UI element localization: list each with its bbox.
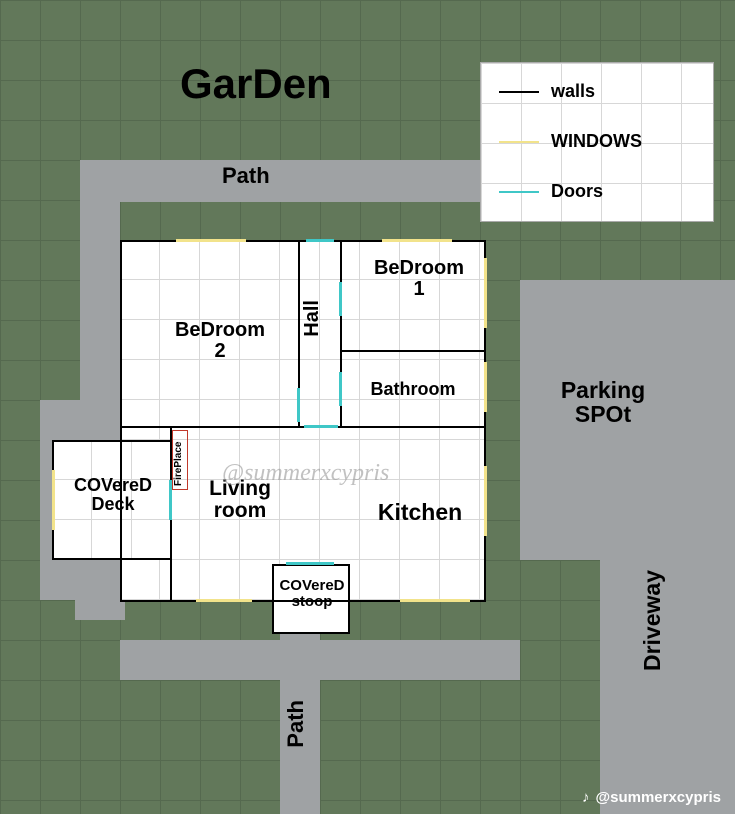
win-bed1-top — [382, 239, 452, 242]
win-bath-right — [484, 362, 487, 412]
deck-side-bot — [40, 560, 120, 600]
driveway — [600, 280, 735, 814]
lbl-driveway: Driveway — [640, 570, 664, 671]
legend-swatch-window — [499, 141, 539, 143]
legend-swatch-wallsw — [499, 91, 539, 93]
wall-bed2-bottom-gap — [218, 426, 298, 428]
door-hall-top — [306, 239, 334, 242]
lbl-kitchen: Kitchen — [360, 500, 480, 524]
lbl-stoop: COVereDstoop — [272, 578, 352, 610]
path-top-hz — [80, 160, 486, 202]
lbl-hall: Hall — [302, 300, 323, 337]
watermark: @summerxcypris — [222, 460, 389, 487]
win-kit-right — [484, 466, 487, 536]
win-kit-bot — [400, 599, 470, 602]
lbl-bath: Bathroom — [348, 380, 478, 399]
wall — [52, 440, 172, 442]
legend-row-window: WINDOWS — [499, 131, 642, 152]
legend-label: walls — [551, 81, 595, 102]
wall — [120, 240, 122, 602]
wall — [272, 632, 350, 634]
wall-mid-hz — [120, 426, 486, 428]
legend-label: WINDOWS — [551, 131, 642, 152]
door-bath — [339, 372, 342, 406]
wall — [52, 558, 172, 560]
door-bed2 — [297, 388, 300, 422]
legend-row-door: Doors — [499, 181, 603, 202]
win-liv-bot — [196, 599, 252, 602]
legend-row-wallsw: walls — [499, 81, 595, 102]
fireplace-label: FirePlace — [173, 432, 184, 486]
deck-side-top — [40, 400, 120, 440]
lbl-parking: ParkingSPOt — [538, 378, 668, 426]
tiktok-handle: ♪ @summerxcypris — [582, 789, 721, 806]
win-deck-front — [52, 470, 55, 530]
legend-box: walls WINDOWS Doors — [480, 62, 714, 222]
win-bed2-top — [176, 239, 246, 242]
wall-bed1-bath — [340, 350, 486, 352]
tiktok-username: @summerxcypris — [595, 789, 721, 806]
deck-stairs — [75, 600, 125, 620]
path-top-vt-l — [80, 200, 120, 400]
door-hall-liv — [304, 425, 338, 428]
lbl-bed2: BeDroom2 — [160, 320, 280, 362]
garden-title: GarDen — [180, 60, 332, 108]
win-bed1-right — [484, 258, 487, 328]
lbl-path2: Path — [284, 700, 307, 748]
door-bed1 — [339, 282, 342, 316]
legend-label: Doors — [551, 181, 603, 202]
stoop-stairs — [275, 640, 325, 660]
lbl-deck: COVereDDeck — [58, 476, 168, 514]
lbl-bed1: BeDroom1 — [364, 258, 474, 300]
lbl-path: Path — [222, 164, 270, 187]
floor-plan-canvas: GarDen FirePlace Path BeDroom1 BeDroom2 Hal… — [0, 0, 735, 814]
legend-swatch-door — [499, 191, 539, 193]
music-note-icon: ♪ — [582, 789, 590, 806]
door-stoop — [286, 562, 334, 565]
